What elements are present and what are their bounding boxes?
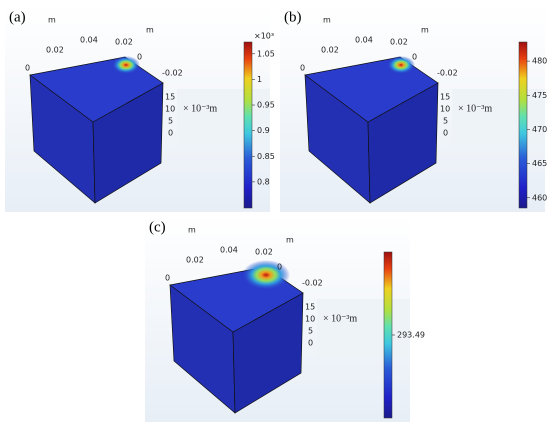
- axis-text: 0: [308, 339, 313, 348]
- axis-text: 5: [308, 327, 313, 336]
- panel-label: (a): [9, 9, 26, 25]
- axis-text: -0.02: [162, 69, 183, 78]
- colorbar-tick-label: 475: [532, 91, 547, 100]
- axis-text: 10: [165, 105, 175, 114]
- colorbar-tick-label: 480: [532, 57, 547, 66]
- unit-box: [177, 89, 270, 147]
- axis-text: 10: [305, 315, 315, 324]
- colorbar-tick-label: 1: [257, 75, 262, 84]
- panel: (c) m 0.04 0.02 0.02 0 m 0 -0.02 15 10 5 0 × 10⁻³m 293…: [145, 215, 425, 422]
- axis-text: m: [286, 236, 294, 245]
- panel-label: (b): [284, 9, 302, 25]
- axis-text: 0.04: [355, 36, 373, 45]
- axis-text: -0.02: [302, 279, 323, 288]
- colorbar-tick-label: 460: [532, 193, 547, 202]
- axis-text: 0.04: [220, 246, 238, 255]
- axis-text: 15: [165, 93, 175, 102]
- unit-label: × 10⁻³m: [323, 313, 357, 324]
- axis-text: 0: [277, 263, 282, 272]
- unit-box: [452, 89, 545, 147]
- axis-text: m: [48, 16, 56, 25]
- panel-label: (c): [149, 219, 166, 235]
- unit-label: × 10⁻³m: [458, 103, 492, 114]
- axis-text: 10: [440, 105, 450, 114]
- axis-text: m: [188, 226, 196, 235]
- colorbar-tick-label: 0.85: [257, 152, 275, 161]
- colorbar-tick-label: 0.9: [257, 126, 270, 135]
- hot-spot: [112, 56, 140, 74]
- colorbar-tick-label: 293.49: [397, 331, 425, 340]
- colorbar: [518, 41, 528, 209]
- axis-text: 0.04: [80, 36, 98, 45]
- axis-text: 0: [300, 64, 305, 73]
- colorbar-tick-label: 470: [532, 125, 547, 134]
- unit-label: × 10⁻³m: [183, 103, 217, 114]
- axis-text: m: [146, 26, 154, 35]
- axis-text: 5: [443, 117, 448, 126]
- axis-text: m: [323, 16, 331, 25]
- panel: (a) m 0.04 0.02 0.02 0 m 0 -0.02 15 10 5 0 × 10⁻³m ×10…: [5, 5, 275, 212]
- axis-text: 0.02: [46, 46, 64, 55]
- colorbar-tick-label: 1.05: [257, 49, 275, 58]
- colorbar-tick-label: 0.8: [257, 177, 270, 186]
- axis-text: 0: [443, 129, 448, 138]
- axis-text: 0: [168, 129, 173, 138]
- axis-text: 0: [25, 64, 30, 73]
- colorbar-tick-label: 465: [532, 159, 547, 168]
- axis-text: 15: [305, 303, 315, 312]
- axis-text: 5: [168, 117, 173, 126]
- axis-text: 0.02: [186, 256, 204, 265]
- axis-text: 0: [137, 53, 142, 62]
- colorbar: [243, 41, 253, 209]
- axis-text: 0.02: [321, 46, 339, 55]
- axis-text: 15: [440, 93, 450, 102]
- axis-text: 0: [165, 274, 170, 283]
- colorbar: [383, 251, 393, 419]
- colorbar-exponent: ×10³: [254, 32, 274, 41]
- panel: (b) m 0.04 0.02 0.02 0 m 0 -0.02 15 10 5 0 × 10⁻³m 480…: [280, 5, 547, 212]
- axis-text: 0.02: [115, 38, 133, 47]
- axis-text: 0.02: [255, 248, 273, 257]
- colorbar-tick-label: 0.95: [257, 101, 275, 110]
- axis-text: m: [421, 26, 429, 35]
- axis-text: 0: [412, 53, 417, 62]
- hot-spot: [387, 56, 415, 74]
- hot-spot: [242, 260, 290, 290]
- unit-box: [317, 299, 410, 357]
- axis-text: -0.02: [437, 69, 458, 78]
- axis-text: 0.02: [390, 38, 408, 47]
